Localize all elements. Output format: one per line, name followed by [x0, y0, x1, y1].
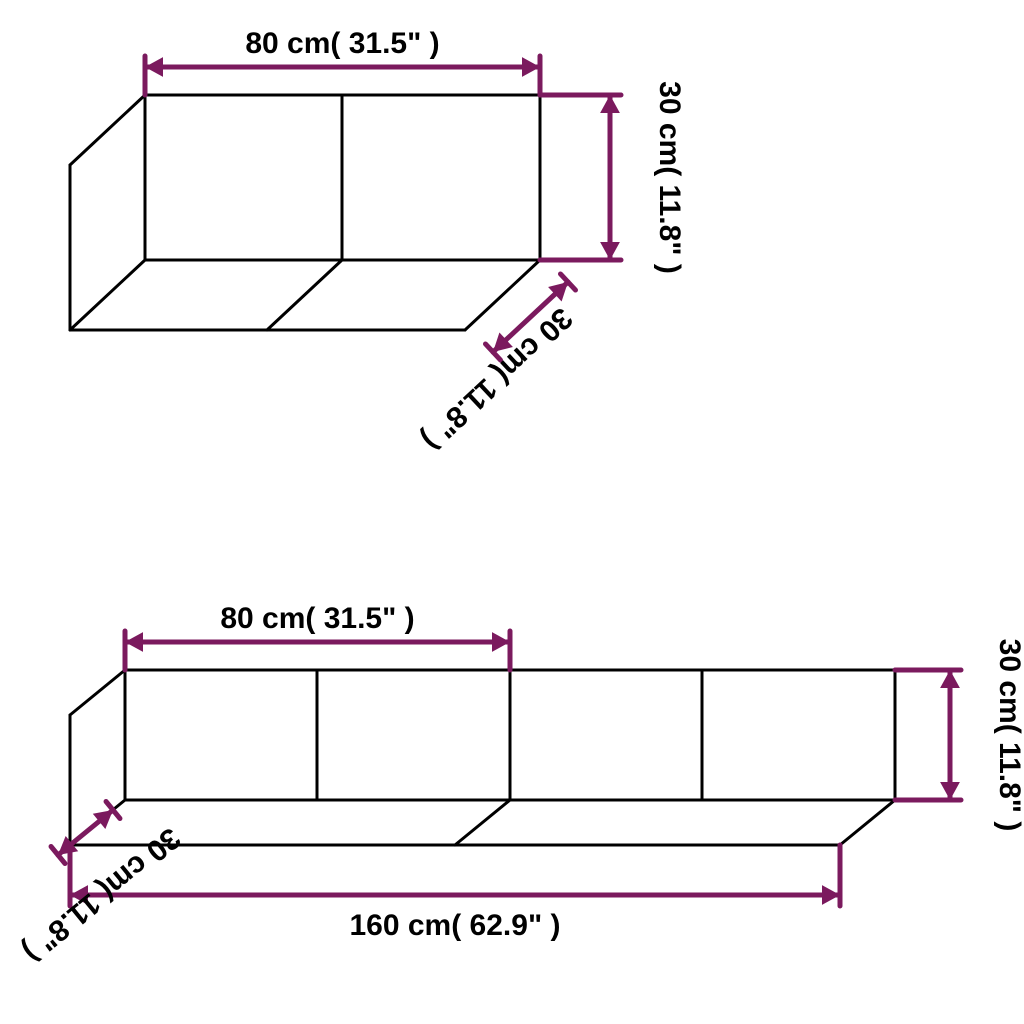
bottom-full-width-label: 160 cm( 62.9" ): [349, 909, 560, 942]
top-height-label: 30 cm( 11.8" ): [653, 81, 686, 274]
bottom-height-label: 30 cm( 11.8" ): [993, 639, 1024, 832]
top-width-label: 80 cm( 31.5" ): [245, 27, 439, 60]
bottom-half-width-label: 80 cm( 31.5" ): [220, 602, 414, 635]
top-depth-label: 30 cm( 11.8" ): [415, 301, 578, 457]
